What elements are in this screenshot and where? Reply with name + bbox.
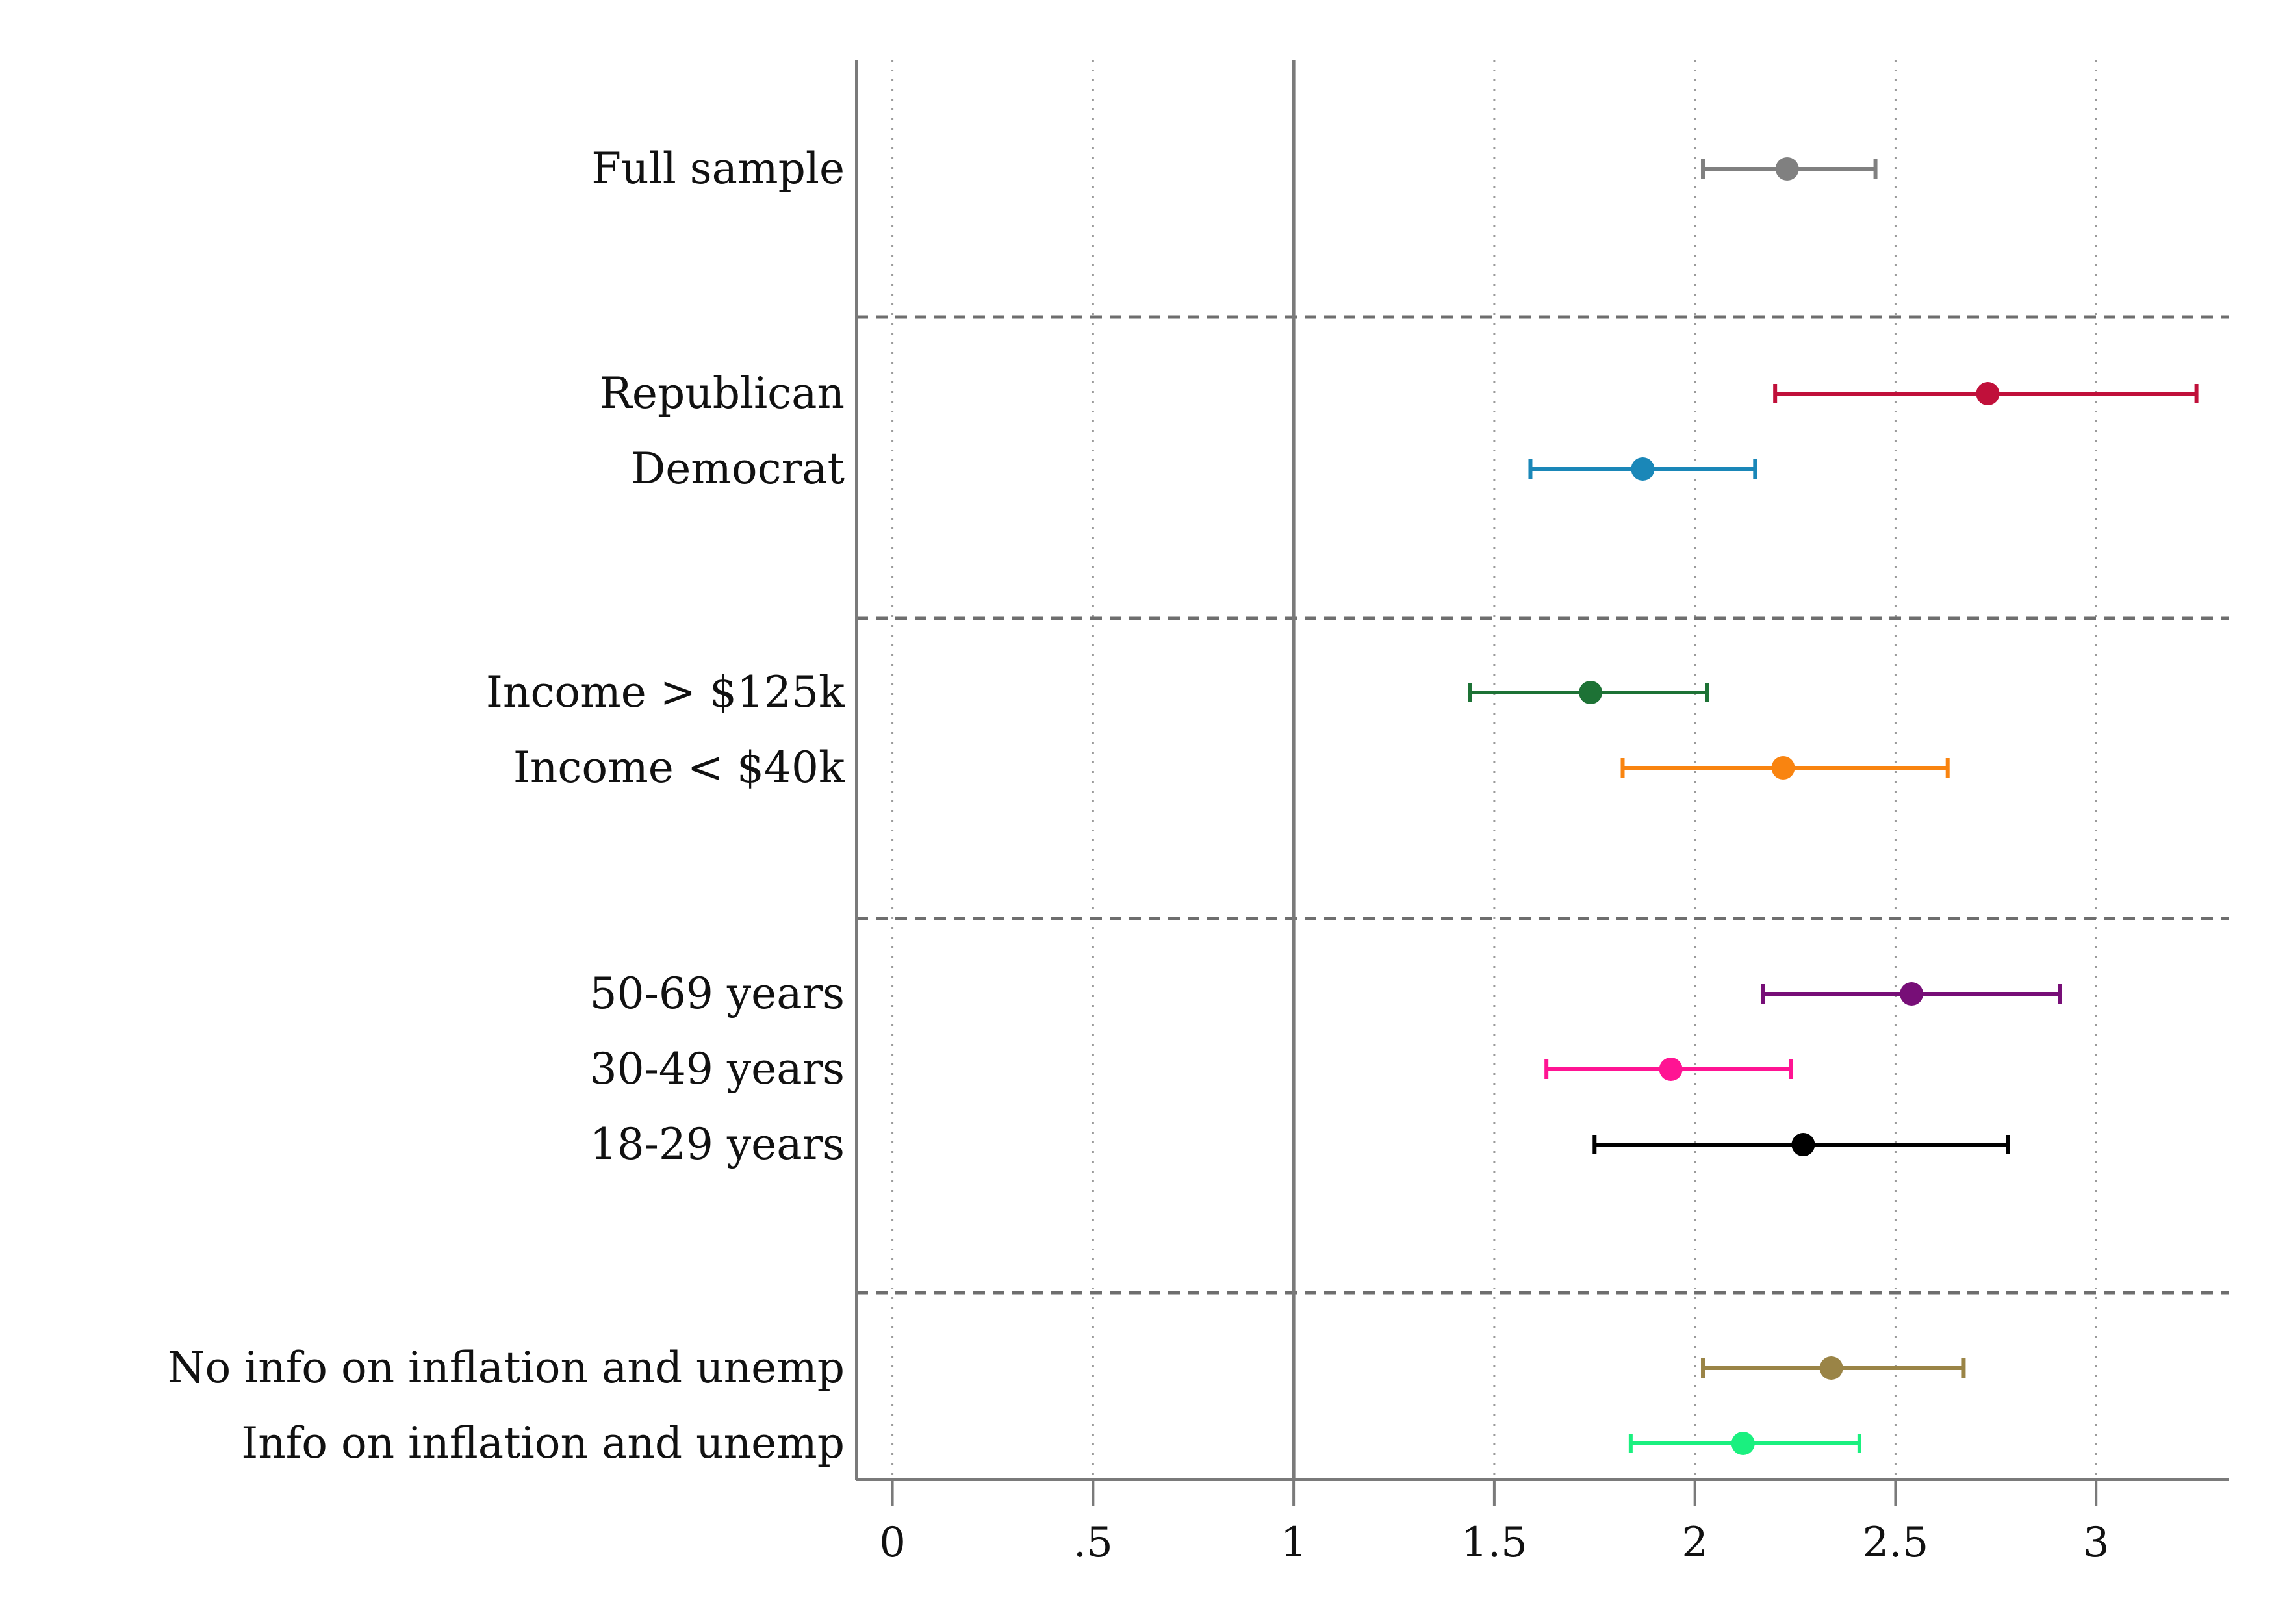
point-estimate: [1659, 1058, 1683, 1081]
row-label: Income > $125k: [486, 667, 845, 717]
estimate-row: No info on inflation and unemp: [168, 1343, 1966, 1393]
x-tick-label: .5: [1073, 1519, 1113, 1567]
row-label: Democrat: [631, 444, 845, 494]
row-label: Republican: [600, 368, 845, 418]
row-label: Full sample: [591, 144, 845, 194]
x-axis-ticks: 0 .5 1 1.5 2 2.5 3: [879, 1480, 2110, 1567]
point-estimate: [1791, 1133, 1815, 1156]
point-estimate: [1771, 756, 1795, 780]
row-label: Info on inflation and unemp: [241, 1418, 845, 1468]
point-estimate: [1775, 157, 1799, 181]
x-tick-label: 3: [2083, 1519, 2110, 1567]
row-label: No info on inflation and unemp: [168, 1343, 845, 1393]
x-tick-label: 2: [1681, 1519, 1708, 1567]
estimate-row: 18-29 years: [590, 1119, 2010, 1169]
estimate-row: Income > $125k: [486, 667, 1709, 717]
row-label: Income < $40k: [513, 742, 845, 793]
estimate-rows: Full sample Republican Democrat Income > $1…: [168, 144, 2199, 1468]
x-tick-label: 0: [879, 1519, 906, 1567]
point-estimate: [1900, 982, 1924, 1006]
point-estimate: [1976, 382, 2000, 405]
point-estimate: [1731, 1432, 1755, 1455]
row-label: 18-29 years: [590, 1119, 845, 1169]
point-estimate: [1819, 1356, 1843, 1380]
x-tick-label: 2.5: [1863, 1519, 1929, 1567]
estimate-row: 50-69 years: [590, 969, 2062, 1019]
estimate-row: Income < $40k: [513, 742, 1950, 793]
estimate-row: 30-49 years: [590, 1044, 1793, 1094]
row-label: 50-69 years: [590, 969, 845, 1019]
point-estimate: [1631, 457, 1655, 481]
group-separators: [856, 315, 2229, 1295]
x-tick-label: 1.5: [1461, 1519, 1527, 1567]
estimate-row: Democrat: [631, 444, 1757, 494]
x-tick-label: 1: [1281, 1519, 1307, 1567]
axes: [855, 60, 2229, 1481]
estimate-row: Info on inflation and unemp: [241, 1418, 1861, 1468]
row-label: 30-49 years: [590, 1044, 845, 1094]
estimate-row: Full sample: [591, 144, 1878, 194]
estimate-row: Republican: [600, 368, 2199, 418]
point-estimate: [1579, 681, 1603, 704]
